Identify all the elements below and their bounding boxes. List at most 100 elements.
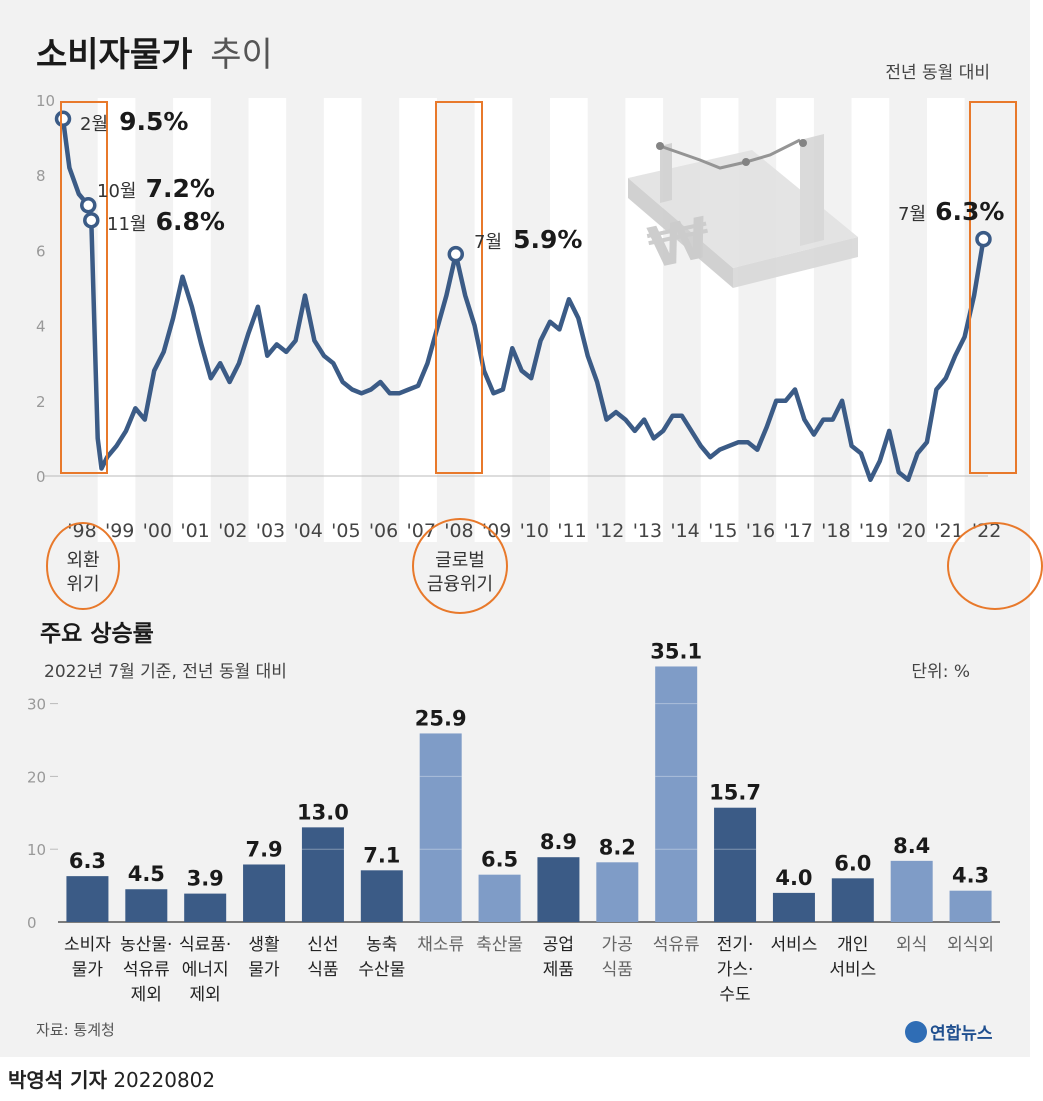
bar-y-tick-label: 20 <box>27 768 46 786</box>
bar-value-label: 4.3 <box>952 864 989 888</box>
x-tick-label: '00 <box>143 520 172 542</box>
yonhap-logo-icon <box>905 1021 927 1043</box>
highlight-box-2022 <box>969 101 1017 474</box>
bar-4 <box>301 827 344 922</box>
annotation-value: 6.3% <box>935 197 1004 226</box>
peak-marker-1998-10 <box>80 197 97 214</box>
x-tick-label: '06 <box>369 520 398 542</box>
x-tick-label: '05 <box>331 520 360 542</box>
yonhap-logo: 연합뉴스 <box>905 1021 993 1044</box>
annotation-feb-1998: 2월 9.5% <box>80 107 188 136</box>
bar-13 <box>831 878 874 922</box>
bar-value-label: 6.3 <box>69 849 106 873</box>
bar-7 <box>478 874 521 922</box>
x-tick-label: '14 <box>670 520 699 542</box>
annotation-month: 2월 <box>80 114 108 135</box>
bar-category-label: 에너지 <box>182 960 229 980</box>
cpi-line <box>60 116 986 483</box>
bar-5 <box>360 870 403 922</box>
y-tick-label: 10 <box>36 92 55 110</box>
bar-category-label: 외식 <box>896 935 927 955</box>
bar-12 <box>772 892 815 922</box>
year-stripe <box>173 98 211 542</box>
bar-category-label: 수도 <box>719 985 750 1005</box>
bar-category-label: 석유류 <box>123 960 170 980</box>
event-label-1998-line1: 외환 <box>66 550 99 571</box>
won-currency-illustration: ₩ <box>628 134 858 288</box>
x-tick-label: '10 <box>520 520 549 542</box>
year-stripe <box>625 98 664 542</box>
x-tick-label: '01 <box>180 520 209 542</box>
bar-category-label: 전기· <box>717 935 754 955</box>
bar-value-label: 13.0 <box>297 800 349 824</box>
y-tick-label: 6 <box>36 242 46 260</box>
bar-category-label: 생활 <box>248 935 279 955</box>
bar-value-label: 3.9 <box>187 867 224 891</box>
bar-value-label: 8.9 <box>540 830 577 854</box>
annotation-month: 7월 <box>898 204 926 225</box>
x-tick-label: '99 <box>105 520 134 542</box>
bar-value-label: 6.5 <box>481 848 518 872</box>
peak-marker-2022-07 <box>975 230 992 248</box>
peak-marker-1998-02 <box>54 110 72 128</box>
bar-1 <box>125 889 168 922</box>
x-tick-label: '17 <box>783 520 812 542</box>
bar-value-label: 8.4 <box>893 834 930 858</box>
x-tick-label: '13 <box>633 520 662 542</box>
bar-10 <box>655 666 698 922</box>
bar-value-label: 7.9 <box>245 837 282 861</box>
chart-title-sub: 추이 <box>210 35 273 75</box>
year-stripe <box>399 98 437 542</box>
bar-value-label: 6.0 <box>834 851 871 875</box>
x-tick-label: '20 <box>897 520 926 542</box>
comparison-note: 전년 동월 대비 <box>885 63 990 83</box>
bar-y-tick-label: 30 <box>27 696 46 714</box>
x-tick-label: '07 <box>407 520 436 542</box>
annotation-month: 7월 <box>474 232 502 253</box>
year-stripes <box>97 98 965 542</box>
bar-6 <box>419 733 462 922</box>
annotation-jul-2008: 7월 5.9% <box>474 225 582 254</box>
y-tick-label: 0 <box>36 468 46 486</box>
line-chart-axes: 0 2 4 6 8 10 '98 '99 '00 '01 '02 '03 '04 '05 '06 '07 '08… <box>36 92 1001 542</box>
svg-text:소비자물가 추이: 소비자물가 추이 <box>36 35 273 75</box>
bar-category-label: 소비자 <box>64 935 111 955</box>
bar-2 <box>184 893 227 922</box>
bar-category-label: 식품 <box>307 960 338 980</box>
highlight-boxes <box>46 101 1043 614</box>
bar-8 <box>537 857 580 922</box>
bar-category-label: 축산물 <box>476 935 523 955</box>
annotation-value: 9.5% <box>119 107 188 136</box>
year-stripe <box>851 98 890 542</box>
bar-category-label: 물가 <box>248 960 280 980</box>
bar-value-label: 25.9 <box>415 706 467 730</box>
bar-category-label: 제품 <box>543 960 574 980</box>
reporter-name: 박영석 기자 <box>8 1068 107 1092</box>
bar-category-label: 제외 <box>190 985 221 1005</box>
x-tick-label: '09 <box>482 520 511 542</box>
bar-category-label: 서비스 <box>770 935 817 955</box>
peak-marker-2008-07 <box>447 245 465 263</box>
highlight-circle-2008 <box>412 518 508 614</box>
year-stripe <box>97 98 136 542</box>
bar-14 <box>890 860 933 922</box>
event-label-2008-line1: 글로벌 <box>435 550 485 571</box>
x-tick-label: '03 <box>256 520 285 542</box>
annotation-value: 5.9% <box>513 225 582 254</box>
unit-label: 단위: % <box>911 662 970 682</box>
chart-title: 소비자물가 <box>36 35 192 75</box>
highlight-circle-2022 <box>947 522 1043 610</box>
x-tick-label: '12 <box>595 520 624 542</box>
y-tick-label: 8 <box>36 167 46 185</box>
bar-value-label: 15.7 <box>709 781 761 805</box>
bar-3 <box>243 864 286 922</box>
x-tick-label: '02 <box>218 520 247 542</box>
yonhap-logo-text: 연합뉴스 <box>930 1023 993 1044</box>
bar-category-label: 석유류 <box>653 935 700 955</box>
bar-category-label: 농축 <box>366 935 397 955</box>
bar-value-label: 8.2 <box>599 835 636 859</box>
svg-text:₩: ₩ <box>643 205 717 281</box>
peak-marker-1998-11 <box>83 212 100 229</box>
bar-category-label: 수산물 <box>358 960 405 980</box>
